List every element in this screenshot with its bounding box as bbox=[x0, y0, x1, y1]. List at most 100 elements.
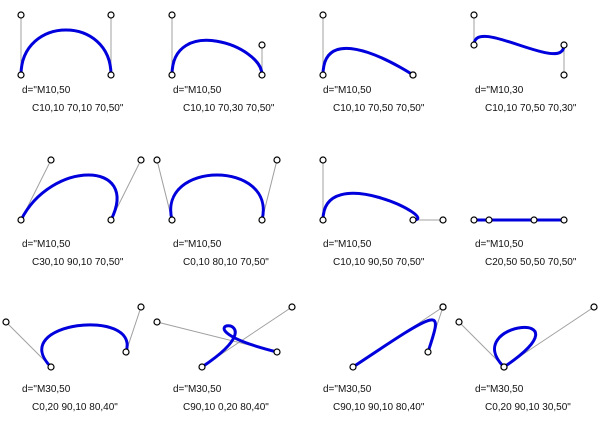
path-caption-line2: C90,10 0,20 80,40" bbox=[183, 402, 269, 413]
end-point bbox=[560, 216, 568, 224]
path-caption-6: d="M10,50 C0,10 80,10 70,50" bbox=[173, 236, 269, 272]
path-caption-line1: d="M10,50 bbox=[173, 239, 222, 250]
control-point-1 bbox=[153, 156, 161, 164]
path-caption-5: d="M10,50 C30,10 90,10 70,50" bbox=[22, 236, 123, 272]
path-caption-line1: d="M10,50 bbox=[323, 85, 372, 96]
path-caption-1: d="M10,50 C10,10 70,10 70,50" bbox=[22, 82, 123, 118]
control-point-2 bbox=[258, 41, 266, 49]
path-caption-line1: d="M30,50 bbox=[475, 384, 524, 395]
control-point-1 bbox=[2, 318, 10, 326]
path-caption-8: d="M10,50 C20,50 50,50 70,50" bbox=[475, 236, 576, 272]
bezier-panel-11 bbox=[349, 303, 447, 371]
end-point bbox=[258, 216, 266, 224]
path-caption-line2: C10,10 70,50 70,50" bbox=[333, 103, 425, 114]
bezier-panel-9 bbox=[2, 303, 145, 371]
start-point bbox=[168, 71, 176, 79]
bezier-panel-8 bbox=[470, 216, 568, 224]
end-point bbox=[107, 216, 115, 224]
path-caption-line1: d="M10,30 bbox=[475, 85, 524, 96]
control-point-2 bbox=[560, 71, 568, 79]
path-caption-line2: C0,20 90,10 30,50" bbox=[485, 402, 571, 413]
control-point-2 bbox=[590, 303, 598, 311]
path-caption-9: d="M30,50 C0,20 90,10 80,40" bbox=[22, 381, 118, 417]
control-point-2 bbox=[107, 11, 115, 19]
path-caption-line1: d="M30,50 bbox=[173, 384, 222, 395]
bezier-curve bbox=[472, 34, 566, 56]
end-point bbox=[500, 363, 508, 371]
bezier-panel-12 bbox=[455, 303, 598, 371]
end-point bbox=[258, 71, 266, 79]
control-point-1 bbox=[319, 11, 327, 19]
control-point-2 bbox=[439, 303, 447, 311]
path-caption-line1: d="M30,50 bbox=[22, 384, 71, 395]
control-point-1 bbox=[47, 156, 55, 164]
path-caption-line2: C0,10 80,10 70,50" bbox=[183, 257, 269, 268]
end-point bbox=[409, 216, 417, 224]
path-caption-line1: d="M30,50 bbox=[323, 384, 372, 395]
end-point bbox=[122, 348, 130, 356]
path-caption-line2: C30,10 90,10 70,50" bbox=[32, 257, 124, 268]
path-caption-line2: C10,10 90,50 70,50" bbox=[333, 257, 425, 268]
start-point bbox=[17, 216, 25, 224]
bezier-curve bbox=[352, 318, 437, 369]
control-point-2 bbox=[439, 216, 447, 224]
path-caption-line2: C20,50 50,50 70,50" bbox=[485, 257, 577, 268]
control-point-2 bbox=[273, 156, 281, 164]
control-point-2 bbox=[153, 318, 161, 326]
bezier-curve bbox=[321, 191, 420, 222]
bezier-panel-10 bbox=[153, 303, 296, 371]
bezier-curve bbox=[170, 38, 264, 76]
bezier-curve bbox=[493, 325, 538, 369]
control-point-1 bbox=[319, 156, 327, 164]
control-point-1 bbox=[288, 303, 296, 311]
control-point-2 bbox=[530, 216, 538, 224]
path-caption-7: d="M10,50 C10,10 90,50 70,50" bbox=[323, 236, 424, 272]
bezier-panel-6 bbox=[153, 156, 281, 224]
bezier-curve bbox=[201, 324, 278, 369]
control-point-1 bbox=[485, 216, 493, 224]
path-caption-line1: d="M10,50 bbox=[22, 85, 71, 96]
bezier-curve bbox=[169, 173, 265, 221]
start-point bbox=[198, 363, 206, 371]
control-point-1 bbox=[470, 11, 478, 19]
start-point bbox=[47, 363, 55, 371]
path-caption-11: d="M30,50 C90,10 90,10 80,40" bbox=[323, 381, 424, 417]
control-point-1 bbox=[168, 11, 176, 19]
start-point bbox=[168, 216, 176, 224]
bezier-panel-4 bbox=[470, 11, 568, 79]
path-caption-line2: C90,10 90,10 80,40" bbox=[333, 402, 425, 413]
path-caption-line1: d="M10,50 bbox=[323, 239, 372, 250]
bezier-panel-1 bbox=[17, 11, 115, 79]
path-caption-line2: C10,10 70,10 70,50" bbox=[32, 103, 124, 114]
control-point-1 bbox=[17, 11, 25, 19]
path-caption-line2: C0,20 90,10 80,40" bbox=[32, 402, 118, 413]
start-point bbox=[349, 363, 357, 371]
bezier-panel-7 bbox=[319, 156, 447, 224]
path-caption-line1: d="M10,50 bbox=[173, 85, 222, 96]
path-caption-12: d="M30,50 C0,20 90,10 30,50" bbox=[475, 381, 571, 417]
control-point-1 bbox=[455, 318, 463, 326]
path-caption-3: d="M10,50 C10,10 70,50 70,50" bbox=[323, 82, 424, 118]
path-caption-line1: d="M10,50 bbox=[475, 239, 524, 250]
end-point bbox=[273, 348, 281, 356]
path-caption-line1: d="M10,50 bbox=[22, 239, 71, 250]
end-point bbox=[424, 348, 432, 356]
start-point bbox=[470, 216, 478, 224]
bezier-panel-2 bbox=[168, 11, 266, 79]
bezier-curve bbox=[40, 323, 129, 369]
bezier-curve bbox=[19, 173, 119, 221]
start-point bbox=[319, 71, 327, 79]
path-caption-line2: C10,10 70,50 70,30" bbox=[485, 103, 577, 114]
path-caption-line2: C10,10 70,30 70,50" bbox=[183, 103, 275, 114]
bezier-panel-5 bbox=[17, 156, 145, 224]
control-point-2 bbox=[137, 303, 145, 311]
end-point bbox=[107, 71, 115, 79]
path-caption-10: d="M30,50 C90,10 0,20 80,40" bbox=[173, 381, 269, 417]
end-point bbox=[409, 71, 417, 79]
path-caption-4: d="M10,30 C10,10 70,50 70,30" bbox=[475, 82, 576, 118]
start-point bbox=[17, 71, 25, 79]
bezier-panel-3 bbox=[319, 11, 417, 79]
path-caption-2: d="M10,50 C10,10 70,30 70,50" bbox=[173, 82, 274, 118]
control-point-2 bbox=[137, 156, 145, 164]
